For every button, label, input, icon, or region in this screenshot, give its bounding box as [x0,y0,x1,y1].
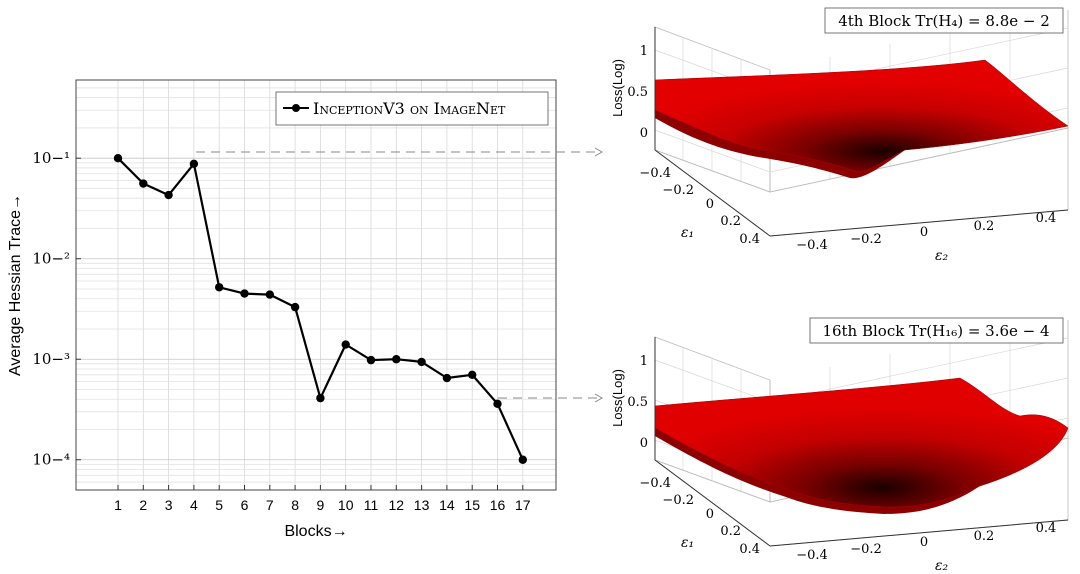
x-tick-label: 1 [114,497,122,513]
x-tick-label: 5 [215,497,223,513]
y-ticks: 10−⁴ 10−³ 10−² 10−¹ [32,149,81,469]
e1-axis [654,149,771,237]
e2-tick: −0.2 [850,232,882,247]
e2-tick: 0.2 [974,529,995,544]
e1-tick: 0.2 [720,524,741,539]
x-tick-label: 7 [266,497,274,513]
z-tick: 0.5 [627,85,648,100]
hessian-trace-chart: 10−⁴10−³10−²10−¹ 1 2 3 4 5 6 7 8 9 10 11 12 13 14 15 16… [7,79,557,540]
data-point [366,355,376,365]
e2-axis [769,209,1069,237]
x-tick-label: 9 [317,497,325,513]
e2-tick: −0.4 [796,238,828,253]
surface-title-box [809,317,1064,344]
z-tick: 1 [640,354,648,369]
x-tick-label: 4 [190,497,198,513]
x-tick-label: 6 [241,497,249,513]
x-tick-label: 17 [515,497,531,513]
plot-frame [75,79,557,491]
x-tick-label: 12 [389,497,405,513]
x-tick-label: 14 [439,497,455,513]
e1-axis-label: ε₁ [681,535,694,551]
legend-marker [292,104,300,112]
x-tick-label: 10 [338,497,354,513]
e1-tick: 0.4 [739,542,760,557]
e1-tick: −0.2 [662,493,694,508]
connector-arrows [196,147,604,403]
z-tick: 0.5 [627,395,648,410]
e2-tick: 0.4 [1036,521,1057,536]
y-tick-label: 10−¹ [32,149,70,167]
legend-label: InceptionV3 on ImageNet [313,99,506,118]
data-point [164,190,173,200]
x-ticks: 1 2 3 4 5 6 7 8 9 10 11 12 13 14 15 16 17 [114,485,531,513]
e2-tick: 0.2 [974,219,995,234]
z-tick: 1 [640,44,648,59]
data-point [392,355,401,364]
e2-tick: 0 [920,535,928,550]
y-tick-label: 10−³ [32,350,70,368]
x-tick-label: 3 [165,497,173,513]
x-tick-label: 15 [464,497,480,513]
e2-axis [769,519,1069,547]
e2-tick: 0 [920,225,928,240]
e2-axis-label: ε₂ [935,248,949,264]
data-point [139,179,148,188]
e2-tick: −0.4 [796,548,828,563]
data-point [518,455,527,464]
data-point [189,159,199,168]
data-point [442,373,452,383]
e1-tick: −0.2 [662,183,694,198]
e1-tick: 0 [706,197,714,212]
legend-box [275,91,549,126]
x-tick-label: 8 [291,497,299,513]
data-point [417,357,426,367]
data-point [290,302,300,312]
e1-tick: 0.2 [720,214,741,229]
surface-plot-block-16: 0 0.5 1 Loss(Log) −0.4 −0.2 0 0.2 0.4 ε₁… [610,317,1069,574]
loss-surface [654,377,1069,508]
e1-axis-label: ε₁ [681,225,694,241]
x-axis-label: Blocks→ [284,523,347,540]
data-point [113,154,123,163]
data-point [341,340,350,349]
surface-title: 16th Block Tr(H₁₆) = 3.6e − 4 [822,322,1049,340]
y-tick-label: 10−⁴ [32,451,70,469]
e1-tick: 0 [706,507,714,522]
e2-axis-label: ε₂ [935,558,949,574]
legend: InceptionV3 on ImageNet [275,91,549,126]
z-axis-label: Loss(Log) [610,369,625,427]
e1-tick: 0.4 [739,232,760,247]
x-tick-label: 2 [139,497,147,513]
surface-title: 4th Block Tr(H₄) = 8.8e − 2 [838,12,1050,30]
y-axis-label: Average Hessian Trace→ [7,194,24,376]
data-point [215,283,224,292]
data-point [240,289,249,298]
e1-axis [654,459,771,547]
z-axis-label: Loss(Log) [610,59,625,117]
x-tick-label: 16 [490,497,506,513]
data-point [265,290,274,299]
y-tick-label: 10−² [32,250,70,268]
surface-title-box [824,7,1064,34]
z-tick: 0 [640,126,648,141]
data-point [468,370,477,380]
e1-tick: −0.4 [639,166,671,181]
e2-tick: 0.4 [1036,211,1057,226]
surface-plot-block-4: 0 0.5 1 Loss(Log) −0.4 −0.2 0 0.2 0.4 ε₁… [610,7,1069,264]
e1-tick: −0.4 [639,476,671,491]
data-point [316,393,325,403]
data-point [493,399,502,409]
loss-surface [654,59,1069,172]
e2-tick: −0.2 [850,542,882,557]
x-tick-label: 11 [364,497,379,513]
x-tick-label: 13 [414,497,430,513]
z-tick: 0 [640,436,648,451]
grid [76,80,556,491]
data-points [113,154,527,464]
